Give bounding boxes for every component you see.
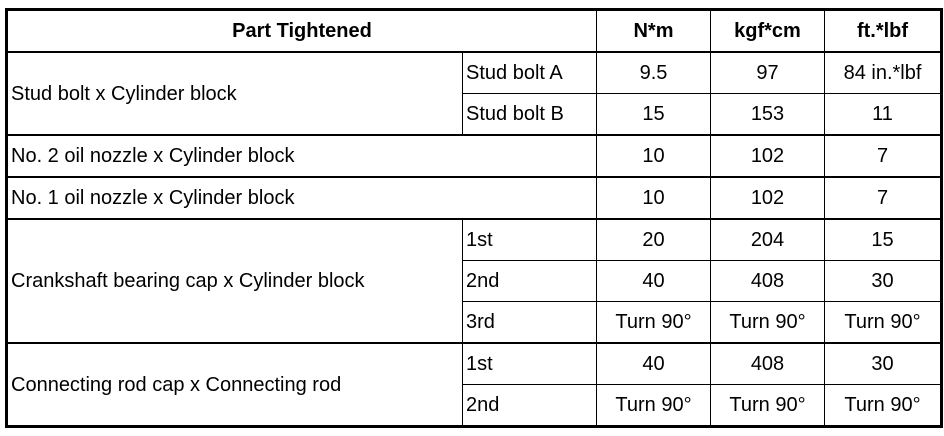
header-part: Part Tightened (6, 9, 597, 53)
kgfcm-cell: 97 (710, 51, 825, 94)
nm-cell: 40 (596, 342, 711, 385)
nm-cell: 9.5 (596, 51, 711, 94)
nm-cell: Turn 90° (596, 301, 711, 344)
sub-cell: 1st (462, 342, 597, 385)
part-cell: Crankshaft bearing cap x Cylinder block (6, 218, 463, 344)
table-row: 3rd Turn 90° Turn 90° Turn 90° (7, 301, 942, 344)
sub-cell: 2nd (462, 260, 597, 302)
ftlbf-cell: 30 (824, 260, 942, 302)
ftlbf-cell: 84 in.*lbf (824, 51, 942, 94)
nm-cell: 10 (596, 176, 711, 220)
nm-cell: 20 (596, 218, 711, 261)
table-row: 2nd 40 408 30 (7, 260, 942, 302)
sub-cell: Stud bolt A (462, 51, 597, 94)
torque-spec-table: Part Tightened N*m kgf*cm ft.*lbf Stud b… (5, 8, 943, 428)
table-row: 2nd Turn 90° Turn 90° Turn 90° (7, 384, 942, 427)
header-nm: N*m (596, 9, 711, 53)
kgfcm-cell: Turn 90° (710, 384, 825, 427)
table-row: Stud bolt x Cylinder block Stud bolt A 9… (6, 51, 942, 136)
kgfcm-cell: 204 (710, 218, 825, 261)
ftlbf-cell: Turn 90° (824, 301, 942, 344)
table-row: No. 2 oil nozzle x Cylinder block 10 102… (6, 134, 942, 178)
sub-cell: 3rd (462, 301, 597, 344)
part-cell: Connecting rod cap x Connecting rod (6, 342, 463, 427)
ftlbf-cell: 30 (824, 342, 942, 385)
table-row: Connecting rod cap x Connecting rod 1st … (6, 342, 942, 427)
kgfcm-cell: 153 (710, 93, 825, 136)
table-row: No. 1 oil nozzle x Cylinder block 10 102… (6, 176, 942, 220)
ftlbf-cell: 11 (824, 93, 942, 136)
header-row: Part Tightened N*m kgf*cm ft.*lbf (6, 9, 942, 53)
table-row: Crankshaft bearing cap x Cylinder block … (6, 218, 942, 344)
part-cell: Stud bolt x Cylinder block (6, 51, 463, 136)
sub-cell: Stud bolt B (462, 93, 597, 136)
ftlbf-cell: 7 (824, 134, 942, 178)
kgfcm-cell: 102 (710, 176, 825, 220)
sub-cell: 1st (462, 218, 597, 261)
kgfcm-cell: 102 (710, 134, 825, 178)
nm-cell: Turn 90° (596, 384, 711, 427)
part-cell: No. 1 oil nozzle x Cylinder block (6, 176, 597, 220)
ftlbf-cell: Turn 90° (824, 384, 942, 427)
table-row: Stud bolt B 15 153 11 (7, 93, 942, 136)
kgfcm-cell: 408 (710, 342, 825, 385)
ftlbf-cell: 7 (824, 176, 942, 220)
kgfcm-cell: 408 (710, 260, 825, 302)
nm-cell: 10 (596, 134, 711, 178)
header-kgfcm: kgf*cm (710, 9, 825, 53)
kgfcm-cell: Turn 90° (710, 301, 825, 344)
ftlbf-cell: 15 (824, 218, 942, 261)
sub-cell: 2nd (462, 384, 597, 427)
nm-cell: 40 (596, 260, 711, 302)
header-ftlbf: ft.*lbf (824, 9, 942, 53)
nm-cell: 15 (596, 93, 711, 136)
part-cell: No. 2 oil nozzle x Cylinder block (6, 134, 597, 178)
